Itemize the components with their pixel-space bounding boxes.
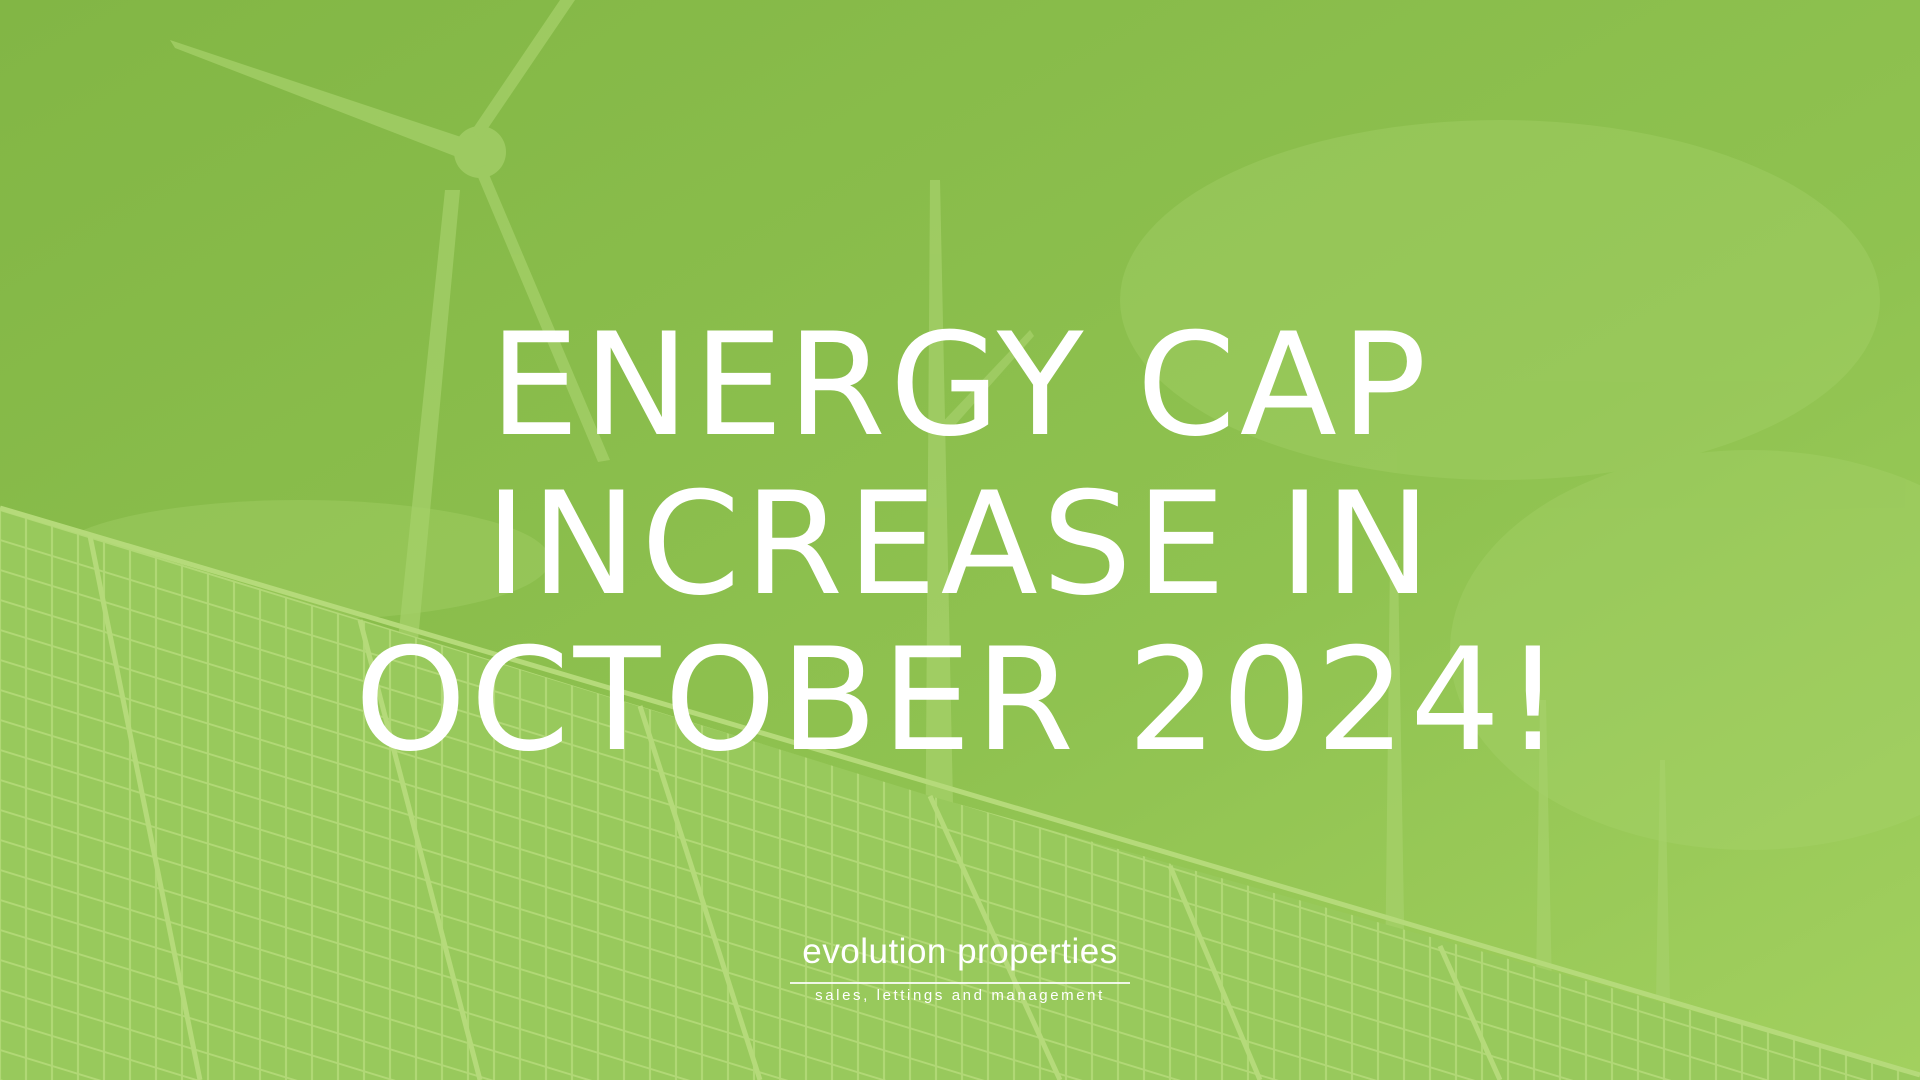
headline-line: OCTOBER 2024! — [354, 618, 1566, 783]
logo-name: evolution properties — [802, 932, 1118, 971]
logo-tagline: sales, lettings and management — [815, 987, 1105, 1004]
headline-line: ENERGY CAP — [489, 303, 1431, 468]
headline-line: INCREASE IN — [485, 462, 1435, 627]
logo-rule — [790, 982, 1130, 984]
